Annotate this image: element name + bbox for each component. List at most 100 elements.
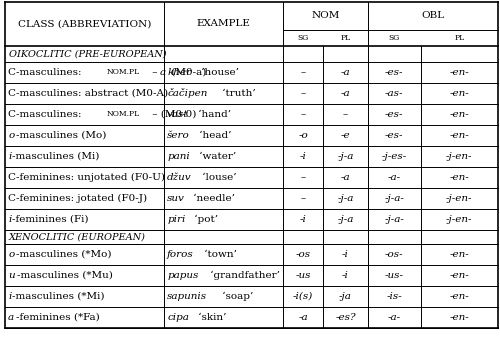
Text: cipa: cipa	[167, 313, 189, 322]
Text: a: a	[8, 313, 14, 322]
Text: ‘louse’: ‘louse’	[198, 173, 236, 182]
Text: o: o	[8, 250, 14, 259]
Text: -j-a: -j-a	[338, 194, 353, 203]
Text: -us-: -us-	[384, 271, 404, 280]
Text: šero: šero	[167, 131, 190, 140]
Text: NOM: NOM	[312, 12, 340, 20]
Text: C-masculines:: C-masculines:	[8, 110, 85, 119]
Text: -masculines (Mi): -masculines (Mi)	[12, 152, 100, 161]
Text: -j-en-: -j-en-	[446, 215, 472, 224]
Text: foros: foros	[167, 250, 194, 259]
Text: -a-: -a-	[388, 313, 400, 322]
Text: i: i	[8, 152, 12, 161]
Text: -os: -os	[296, 250, 311, 259]
Text: piri: piri	[167, 215, 186, 224]
Text: papus: papus	[167, 271, 198, 280]
Text: čačipen: čačipen	[167, 88, 207, 99]
Text: C-feminines: jotated (F0-J): C-feminines: jotated (F0-J)	[8, 194, 147, 203]
Text: -a: -a	[340, 89, 350, 98]
Text: -i: -i	[342, 271, 349, 280]
Text: C-masculines:: C-masculines:	[8, 68, 85, 77]
Text: -en-: -en-	[450, 68, 469, 77]
Text: PL: PL	[340, 34, 350, 42]
Text: kher: kher	[167, 68, 191, 77]
Text: XENOCLITIC (EUROPEAN): XENOCLITIC (EUROPEAN)	[9, 233, 146, 241]
Text: -j-es-: -j-es-	[382, 152, 407, 161]
Text: –: –	[300, 194, 306, 203]
Text: NOM.PL: NOM.PL	[106, 110, 140, 119]
Text: džuv: džuv	[167, 173, 192, 182]
Text: ‘skin’: ‘skin’	[195, 313, 226, 322]
Text: -a: -a	[340, 68, 350, 77]
Text: -masculines (*Mi): -masculines (*Mi)	[12, 292, 105, 301]
Text: -en-: -en-	[450, 313, 469, 322]
Text: –: –	[300, 173, 306, 182]
Text: –: –	[300, 89, 306, 98]
Text: ‘town’: ‘town’	[202, 250, 237, 259]
Text: -a: -a	[298, 313, 308, 322]
Text: i: i	[8, 292, 12, 301]
Text: -en-: -en-	[450, 110, 469, 119]
Text: -es-: -es-	[385, 110, 404, 119]
Text: -en-: -en-	[450, 292, 469, 301]
Text: -en-: -en-	[450, 250, 469, 259]
Text: ‘head’: ‘head’	[196, 131, 232, 140]
Text: -i: -i	[342, 250, 349, 259]
Text: -e: -e	[340, 131, 350, 140]
Text: -j-a-: -j-a-	[384, 194, 404, 203]
Text: EXAMPLE: EXAMPLE	[197, 19, 250, 29]
Text: ‘soap’: ‘soap’	[218, 292, 253, 301]
Text: pani: pani	[167, 152, 190, 161]
Text: ‘needle’: ‘needle’	[190, 194, 235, 203]
Text: –: –	[343, 110, 348, 119]
Text: -j-en-: -j-en-	[446, 152, 472, 161]
Text: -j-a: -j-a	[338, 215, 353, 224]
Text: o: o	[8, 131, 14, 140]
Text: ‘truth’: ‘truth’	[219, 89, 256, 98]
Text: -es-: -es-	[385, 68, 404, 77]
Text: NOM.PL: NOM.PL	[106, 68, 140, 76]
Text: -feminines (*Fa): -feminines (*Fa)	[16, 313, 100, 322]
Text: -a: -a	[340, 173, 350, 182]
Text: -feminines (Fi): -feminines (Fi)	[12, 215, 89, 224]
Text: –: –	[300, 68, 306, 77]
Text: – (M0-0): – (M0-0)	[149, 110, 196, 119]
Text: -i: -i	[300, 215, 306, 224]
Text: -i: -i	[300, 152, 306, 161]
Text: -es-: -es-	[385, 131, 404, 140]
Text: PL: PL	[454, 34, 464, 42]
Text: -ja: -ja	[339, 292, 352, 301]
Text: -masculines (*Mo): -masculines (*Mo)	[16, 250, 112, 259]
Text: ‘pot’: ‘pot’	[190, 215, 218, 224]
Text: CLASS (ABBREVIATION): CLASS (ABBREVIATION)	[18, 19, 152, 29]
Text: -i(s): -i(s)	[293, 292, 314, 301]
Text: –: –	[300, 110, 306, 119]
Text: C-feminines: unjotated (F0-U): C-feminines: unjotated (F0-U)	[8, 173, 165, 182]
Text: -o: -o	[298, 131, 308, 140]
Text: –: –	[149, 68, 158, 77]
Text: -en-: -en-	[450, 271, 469, 280]
Text: vast: vast	[167, 110, 188, 119]
Text: u: u	[8, 271, 14, 280]
Text: C-masculines: abstract (M0-A): C-masculines: abstract (M0-A)	[8, 89, 168, 98]
Text: ‘water’: ‘water’	[196, 152, 236, 161]
Text: sapunis: sapunis	[167, 292, 207, 301]
Text: -is-: -is-	[386, 292, 402, 301]
Text: ‘hand’: ‘hand’	[194, 110, 231, 119]
Text: -en-: -en-	[450, 173, 469, 182]
Text: a: a	[160, 68, 166, 77]
Text: ‘house’: ‘house’	[198, 68, 239, 77]
Text: OBL: OBL	[422, 12, 444, 20]
Text: -a-: -a-	[388, 173, 400, 182]
Text: OIKOCLITIC (PRE-EUROPEAN): OIKOCLITIC (PRE-EUROPEAN)	[9, 50, 166, 58]
Text: -j-a-: -j-a-	[384, 215, 404, 224]
Text: -as-: -as-	[385, 89, 404, 98]
Text: -en-: -en-	[450, 89, 469, 98]
Text: -en-: -en-	[450, 131, 469, 140]
Text: -j-en-: -j-en-	[446, 194, 472, 203]
Text: -os-: -os-	[385, 250, 404, 259]
Text: -masculines (Mo): -masculines (Mo)	[16, 131, 106, 140]
Text: suv: suv	[167, 194, 185, 203]
Text: SG: SG	[298, 34, 309, 42]
Text: -j-a: -j-a	[338, 152, 353, 161]
